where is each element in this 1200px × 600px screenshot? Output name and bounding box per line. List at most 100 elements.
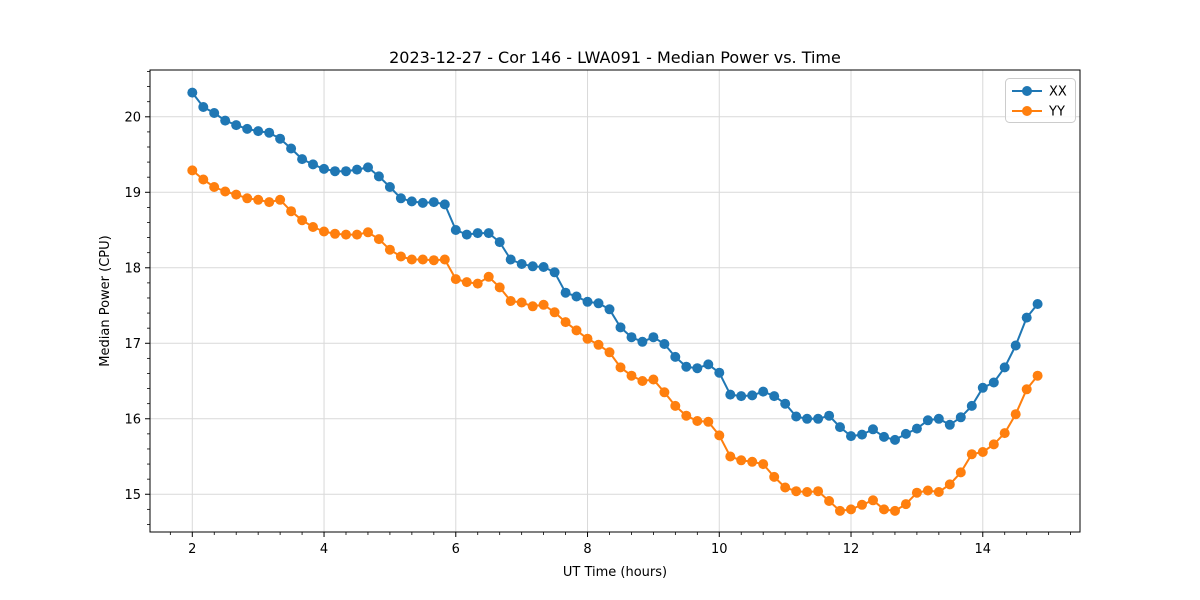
series-XX-marker bbox=[747, 390, 758, 401]
series-YY-marker bbox=[802, 487, 813, 497]
x-tick-label: 8 bbox=[583, 542, 591, 557]
series-XX-marker bbox=[791, 411, 802, 422]
y-tick-label: 16 bbox=[124, 412, 141, 427]
series-XX-marker bbox=[297, 154, 308, 165]
series-YY-marker bbox=[922, 485, 933, 496]
series-XX-marker bbox=[626, 332, 637, 343]
series-YY-marker bbox=[780, 482, 791, 493]
series-YY-marker bbox=[977, 447, 988, 457]
series-XX-marker bbox=[384, 182, 395, 192]
series-YY-marker bbox=[417, 254, 428, 265]
series-XX-marker bbox=[703, 359, 714, 370]
series-XX-marker bbox=[417, 197, 428, 208]
series-XX-marker bbox=[527, 261, 538, 272]
y-tick-label: 18 bbox=[124, 261, 141, 276]
series-YY-marker bbox=[516, 297, 527, 308]
series-YY-marker bbox=[428, 255, 439, 266]
series-XX-marker bbox=[582, 296, 593, 307]
series-YY-marker bbox=[813, 486, 824, 497]
series-XX-marker bbox=[1032, 299, 1043, 309]
series-XX-marker bbox=[275, 133, 286, 144]
series-YY-marker bbox=[395, 251, 406, 262]
series-YY-marker bbox=[988, 439, 999, 450]
series-XX-marker bbox=[231, 120, 242, 131]
y-tick-label: 19 bbox=[124, 186, 141, 201]
series-YY-marker bbox=[286, 206, 297, 217]
series-XX-marker bbox=[890, 434, 900, 445]
series-XX-marker bbox=[308, 159, 318, 170]
series-YY-marker bbox=[966, 449, 977, 460]
series-YY-marker bbox=[944, 479, 955, 490]
series-XX-marker bbox=[813, 413, 824, 424]
series-XX-marker bbox=[395, 193, 406, 204]
series-YY-marker bbox=[736, 455, 747, 466]
series-YY-marker bbox=[900, 499, 911, 510]
x-tick-label: 14 bbox=[974, 542, 991, 557]
series-XX-marker bbox=[933, 413, 944, 424]
series-XX-marker bbox=[439, 199, 450, 210]
series-XX-marker bbox=[341, 166, 351, 177]
series-YY-marker bbox=[955, 467, 966, 478]
series-YY-marker bbox=[220, 186, 231, 197]
series-YY-marker bbox=[560, 317, 571, 328]
series-YY-marker bbox=[483, 271, 494, 282]
series-YY-marker bbox=[319, 226, 329, 237]
series-YY-marker bbox=[297, 215, 308, 226]
series-XX-marker bbox=[209, 108, 220, 118]
series-YY-marker bbox=[593, 339, 604, 350]
series-YY-marker bbox=[670, 400, 681, 411]
series-XX-line bbox=[191, 91, 1039, 441]
series-YY-marker bbox=[725, 451, 736, 462]
x-tick-label: 4 bbox=[320, 542, 328, 557]
series-XX-marker bbox=[363, 162, 373, 173]
series-XX-marker bbox=[824, 410, 835, 421]
series-YY-marker bbox=[187, 165, 198, 176]
series-YY-marker bbox=[472, 278, 483, 289]
series-XX-marker bbox=[571, 291, 582, 302]
series-XX-marker bbox=[868, 424, 878, 435]
series-YY-marker bbox=[264, 197, 275, 208]
series-XX-marker bbox=[450, 225, 461, 235]
x-tick-label: 2 bbox=[188, 542, 196, 557]
series-XX-marker bbox=[670, 351, 681, 362]
series-XX-marker bbox=[988, 377, 999, 388]
series-XX-marker bbox=[428, 197, 439, 208]
series-XX-marker bbox=[560, 287, 571, 298]
series-XX-marker bbox=[549, 267, 560, 278]
series-XX-marker bbox=[725, 389, 736, 400]
grid-layer bbox=[150, 70, 1080, 532]
series-YY-marker bbox=[494, 282, 505, 293]
series-YY-marker bbox=[198, 174, 209, 185]
series-YY-marker bbox=[450, 274, 461, 285]
series-XX-marker bbox=[198, 102, 209, 112]
series-YY-marker bbox=[1010, 409, 1021, 420]
series-XX-marker bbox=[1010, 340, 1021, 351]
series-YY-marker bbox=[857, 499, 867, 510]
series-XX-marker bbox=[692, 363, 703, 374]
series-XX-marker bbox=[604, 304, 615, 315]
series-YY-marker bbox=[549, 307, 560, 318]
series-YY-marker bbox=[352, 229, 362, 240]
series-YY-line bbox=[191, 169, 1039, 512]
series-XX-marker bbox=[922, 415, 933, 426]
series-YY-marker bbox=[835, 505, 845, 516]
series-layer bbox=[187, 87, 1043, 516]
series-YY-marker bbox=[571, 325, 582, 336]
series-XX bbox=[187, 87, 1043, 445]
y-tick-label: 17 bbox=[124, 337, 141, 352]
y-axis-label: Median Power (CPU) bbox=[98, 235, 113, 366]
series-XX-marker bbox=[494, 237, 505, 248]
y-tick-label: 15 bbox=[124, 488, 141, 503]
plot-border bbox=[149, 69, 1081, 533]
series-YY-marker bbox=[911, 487, 922, 498]
series-XX-marker bbox=[944, 419, 955, 430]
series-YY-marker bbox=[626, 370, 637, 381]
series-XX-marker bbox=[648, 332, 659, 343]
series-YY-marker bbox=[846, 504, 856, 515]
series-XX-marker bbox=[659, 339, 670, 349]
series-YY-marker bbox=[231, 189, 242, 200]
series-YY-marker bbox=[363, 227, 373, 238]
series-YY-marker bbox=[582, 333, 593, 344]
series-YY-marker bbox=[637, 376, 648, 386]
